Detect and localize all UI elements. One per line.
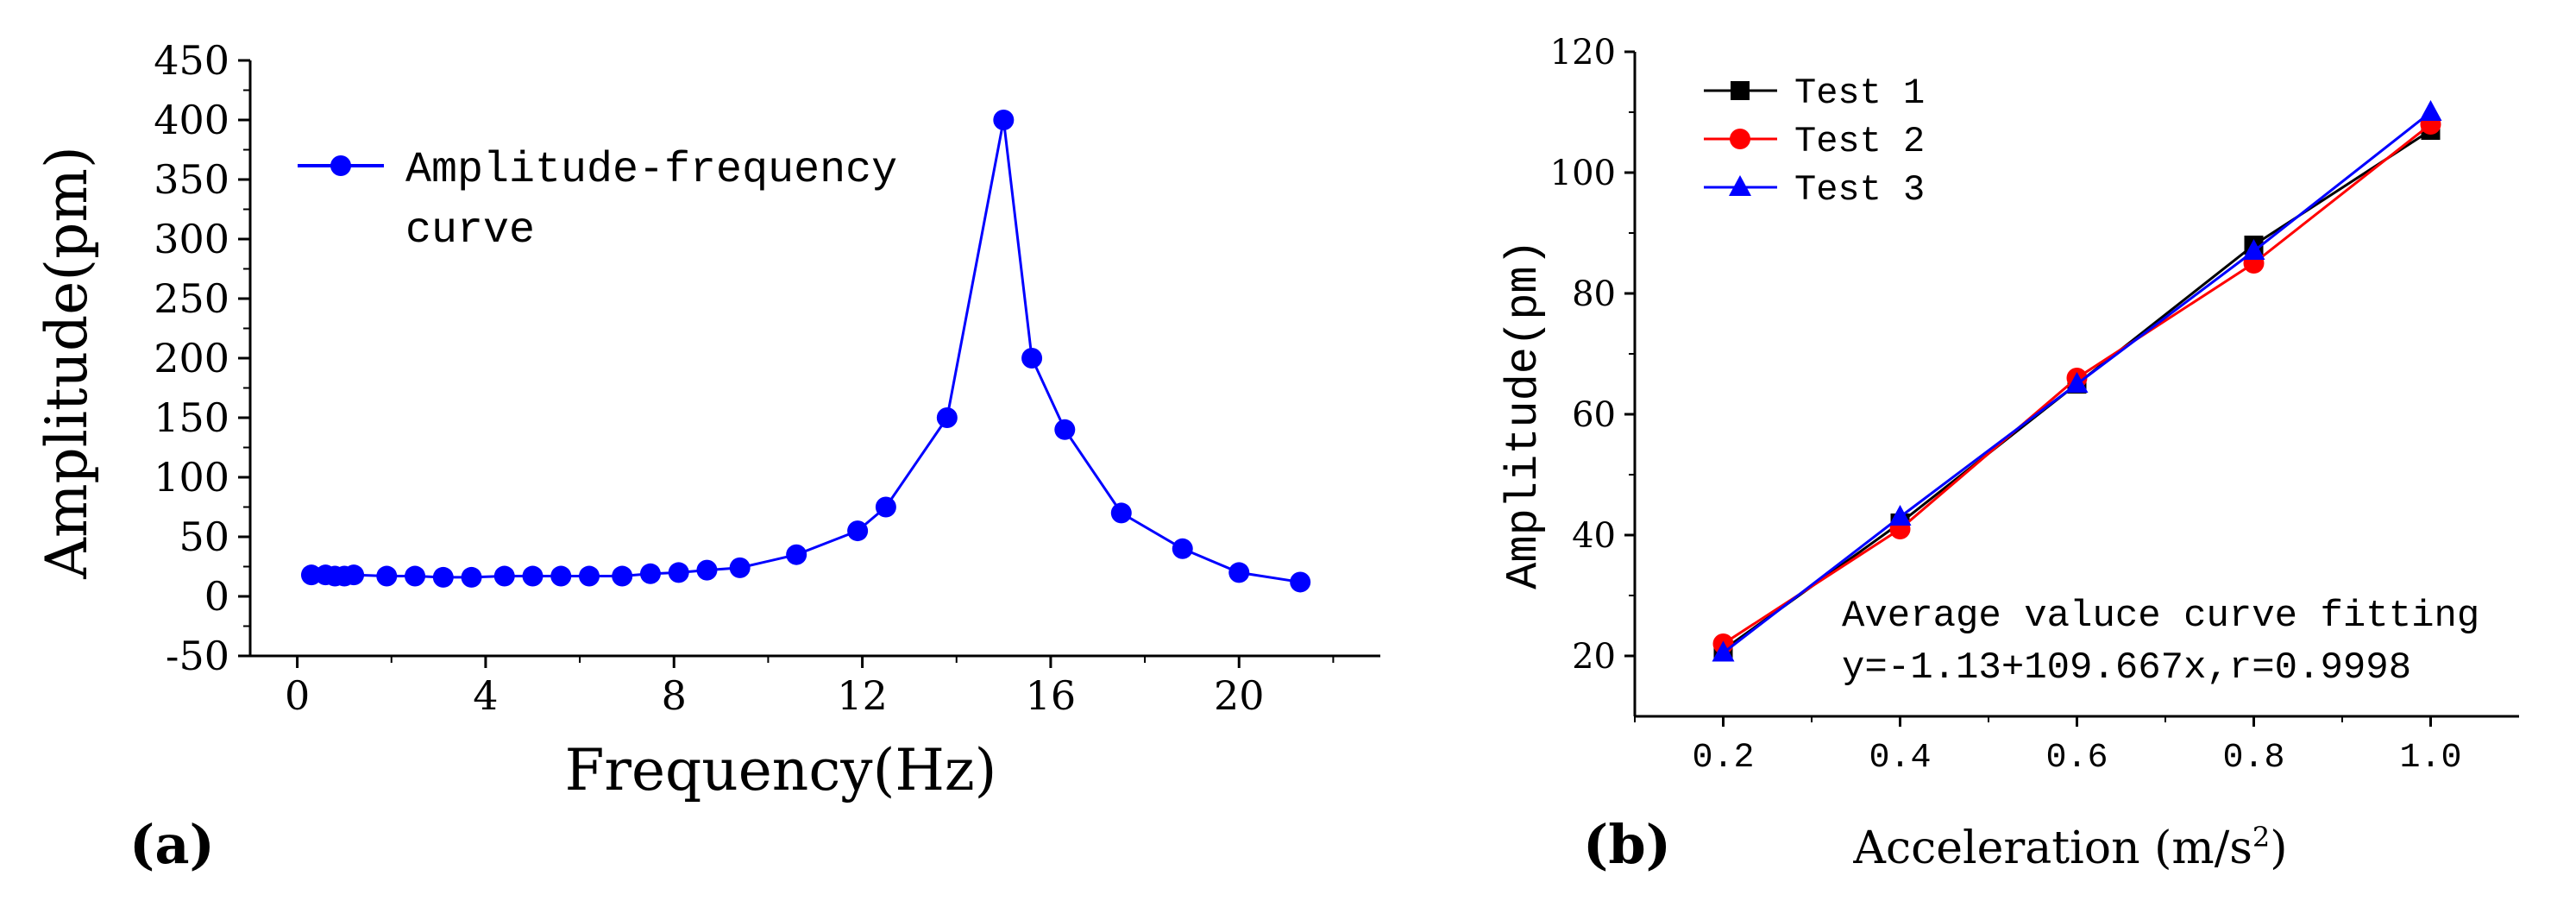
chart-a-data-point <box>847 520 869 542</box>
chart-a-data-point <box>376 565 398 587</box>
chart-a-data-point <box>1228 562 1250 583</box>
chart-b-legend: Test 1 Test 2 Test 3 <box>1704 72 1925 211</box>
chart-b-y-axis-label: Amplitude(pm) <box>1498 239 1549 589</box>
chart-a-legend-marker <box>330 155 351 176</box>
chart-a-data-point <box>550 565 572 587</box>
chart-a-x-tick-label: 8 <box>662 672 687 719</box>
chart-a-x-tick-label: 12 <box>837 672 888 719</box>
chart-a-x-tick-label: 4 <box>473 672 498 719</box>
chart-a-x-tick-label: 0 <box>285 672 310 719</box>
chart-a-y-tick-label: -50 <box>166 633 229 679</box>
chart-a-y-tick-label: 150 <box>154 394 229 441</box>
chart-a-data-point <box>1054 419 1076 440</box>
chart-b-y-tick-label: 80 <box>1572 274 1616 314</box>
chart-a-legend: Amplitude-frequency curve <box>298 146 897 255</box>
chart-a-data-point <box>612 565 633 587</box>
chart-b-x-axis-label-sup: 2 <box>2252 821 2270 854</box>
chart-b-legend-label: Test 3 <box>1794 169 1925 211</box>
chart-a-data-point <box>493 565 515 587</box>
chart-b-x-axis-label-main: Acceleration (m/s <box>1852 822 2252 874</box>
chart-b-ticks: 20 40 60 80 100 120 0.2 0.4 0.6 0.8 1.0 <box>1550 33 2519 778</box>
chart-a-data-point <box>405 565 426 587</box>
chart-b-y-tick-label: 40 <box>1572 516 1616 556</box>
chart-b-y-tick-label: 120 <box>1550 33 1616 72</box>
chart-a-data-point <box>1172 538 1193 559</box>
chart-a-data-point <box>993 110 1015 130</box>
chart-a-data-point <box>696 559 718 581</box>
chart-a-series <box>300 110 1311 593</box>
chart-b-series <box>1712 100 2442 662</box>
chart-a-y-tick-label: 200 <box>154 335 229 381</box>
chart-b-annotation-line-1: Average valuce curve fitting <box>1842 595 2479 638</box>
chart-a-data-point <box>936 407 958 428</box>
chart-a-x-axis-label: Frequency(Hz) <box>565 737 997 803</box>
chart-a-data-point <box>729 557 751 578</box>
chart-a-x-tick-label: 16 <box>1026 672 1077 719</box>
chart-a-data-point <box>639 563 661 584</box>
chart-a-data-point <box>343 564 365 586</box>
chart-a-panel-label: (a) <box>129 813 215 876</box>
chart-b-data-point <box>1712 640 1735 662</box>
chart-b-x-axis-label: Acceleration (m/s2) <box>1852 821 2287 874</box>
chart-b-data-point <box>2242 239 2265 260</box>
chart-b-annotation-line-2: y=-1.13+109.667x,r=0.9998 <box>1842 646 2411 690</box>
chart-b-x-tick-label: 0.2 <box>1692 739 1754 778</box>
chart-a-legend-text-2: curve <box>405 206 535 255</box>
chart-b-panel-label: (b) <box>1583 813 1671 876</box>
chart-a-y-tick-label: 250 <box>154 275 229 322</box>
chart-b-x-tick-label: 0.6 <box>2045 739 2108 778</box>
chart-a-y-tick-label: 300 <box>154 216 229 262</box>
chart-a-y-tick-label: 0 <box>204 573 229 620</box>
chart-b-x-tick-label: 0.8 <box>2222 739 2284 778</box>
chart-b: 20 40 60 80 100 120 0.2 0.4 0.6 0.8 1.0 Amplitude(… <box>1498 33 2519 876</box>
chart-a-y-axis-label: Amplitude(pm) <box>34 146 100 579</box>
chart-b-y-tick-label: 100 <box>1550 154 1616 193</box>
chart-a-data-point <box>875 496 896 518</box>
chart-a-data-point <box>432 566 454 588</box>
chart-a-x-tick-label: 20 <box>1214 672 1265 719</box>
chart-a-data-point <box>786 544 807 565</box>
chart-b-x-tick-label: 1.0 <box>2399 739 2461 778</box>
chart-a-y-tick-label: 350 <box>154 156 229 203</box>
chart-a-data-point <box>1021 348 1043 369</box>
chart-b-data-point <box>1888 505 1912 526</box>
chart-b-legend-marker <box>1729 175 1751 196</box>
chart-b-data-point <box>2065 372 2089 393</box>
chart-b-y-tick-label: 20 <box>1572 637 1616 677</box>
chart-a-data-point <box>1110 502 1132 524</box>
chart-a-data-point <box>668 562 689 583</box>
chart-a-data-point <box>579 565 600 587</box>
chart-a-data-point <box>522 565 543 587</box>
chart-b-y-tick-label: 60 <box>1572 395 1616 435</box>
chart-b-x-tick-label: 0.4 <box>1869 739 1931 778</box>
chart-b-x-axis-label-end: ) <box>2270 822 2287 874</box>
chart-a-y-tick-label: 100 <box>154 454 229 501</box>
chart-a-data-point <box>461 566 482 588</box>
chart-a-data-point <box>1290 571 1311 593</box>
chart-a-y-tick-label: 450 <box>154 37 229 84</box>
chart-b-legend-marker <box>1730 129 1750 149</box>
chart-a-y-tick-label: 400 <box>154 97 229 143</box>
chart-a-y-tick-label: 50 <box>179 514 229 560</box>
chart-b-legend-marker <box>1731 81 1750 100</box>
chart-b-data-point <box>2419 100 2442 121</box>
chart-a-ticks: -50 0 50 100 150 200 250 300 350 400 450 0 4 8 12 16 20 <box>154 37 1380 719</box>
chart-a-legend-text-1: Amplitude-frequency <box>405 146 897 195</box>
chart-b-legend-label: Test 2 <box>1794 121 1925 162</box>
chart-b-legend-label: Test 1 <box>1794 72 1925 114</box>
